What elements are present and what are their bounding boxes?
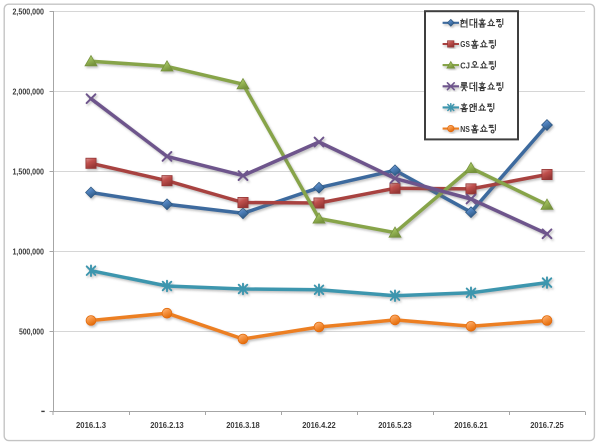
- svg-text:2016.2.13: 2016.2.13: [150, 421, 184, 430]
- svg-text:CJ: CJ: [460, 60, 470, 70]
- svg-text:2016.5.23: 2016.5.23: [378, 421, 412, 430]
- svg-text:2,000,000: 2,000,000: [13, 87, 45, 96]
- svg-text:NS: NS: [460, 124, 470, 134]
- svg-text:2016.7.25: 2016.7.25: [530, 421, 564, 430]
- svg-text:1,500,000: 1,500,000: [13, 167, 45, 176]
- svg-text:2,500,000: 2,500,000: [13, 7, 45, 16]
- svg-text:500,000: 500,000: [19, 327, 44, 336]
- svg-text:GS: GS: [460, 39, 470, 49]
- svg-text:1,000,000: 1,000,000: [13, 247, 45, 256]
- svg-text:2016.4.22: 2016.4.22: [302, 421, 336, 430]
- svg-text:2016.6.21: 2016.6.21: [454, 421, 488, 430]
- svg-text:2016.3.18: 2016.3.18: [226, 421, 260, 430]
- svg-text:2016.1.3: 2016.1.3: [76, 421, 106, 430]
